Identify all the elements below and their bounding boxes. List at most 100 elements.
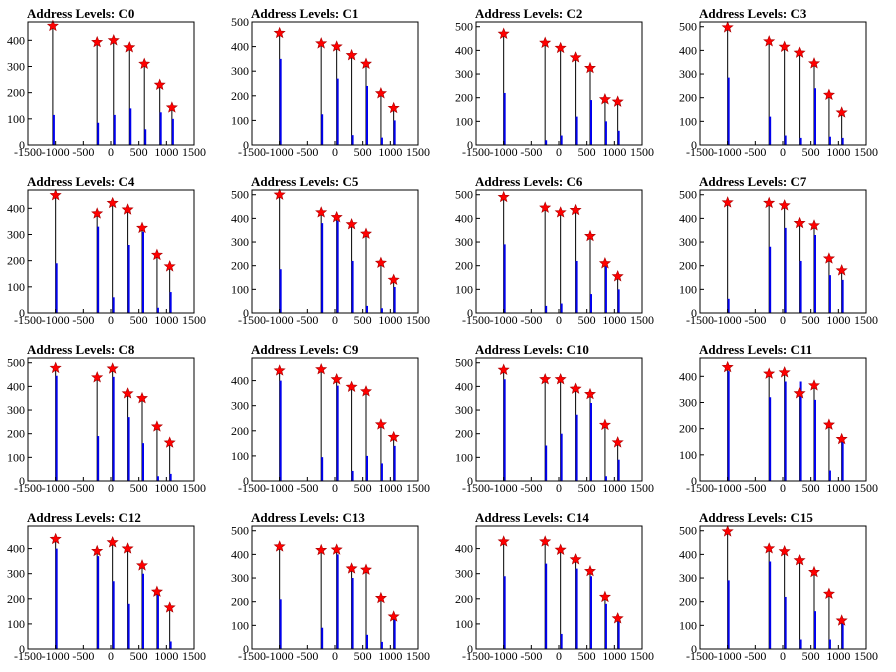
peak-marker bbox=[598, 590, 611, 603]
peak-marker bbox=[387, 430, 400, 443]
x-tick-label: 1500 bbox=[630, 145, 654, 159]
x-tick-label: 1000 bbox=[826, 145, 850, 159]
peak-marker bbox=[554, 41, 567, 54]
peak-marker bbox=[315, 543, 328, 556]
peak-marker bbox=[778, 544, 791, 557]
chart-svg: 0 100 200 300 400 -1500 -1000 -500 0 500 1000 1500 bbox=[231, 357, 430, 495]
y-tick-label: 400 bbox=[455, 542, 473, 556]
x-tick-label: -1000 bbox=[490, 313, 518, 327]
peak-marker bbox=[121, 203, 134, 215]
x-tick-label: -500 bbox=[744, 145, 766, 159]
y-tick-label: 300 bbox=[7, 59, 25, 73]
x-tick-label: 0 bbox=[780, 145, 786, 159]
chart-title: Address Levels: C13 bbox=[251, 510, 365, 525]
peak-marker bbox=[107, 33, 120, 46]
y-tick-label: 400 bbox=[455, 211, 473, 225]
x-tick-label: -500 bbox=[520, 481, 542, 495]
peak-marker bbox=[150, 585, 163, 597]
peak-marker bbox=[497, 190, 510, 203]
peak-marker bbox=[554, 206, 567, 218]
plot-frame bbox=[699, 525, 867, 650]
y-tick-label: 200 bbox=[231, 595, 249, 609]
peak-marker bbox=[121, 387, 134, 399]
y-tick-label: 100 bbox=[231, 618, 249, 632]
peak-marker bbox=[374, 591, 387, 604]
y-tick-label: 500 bbox=[231, 15, 249, 29]
y-tick-label: 400 bbox=[231, 211, 249, 225]
chart-title: Address Levels: C0 bbox=[27, 6, 135, 21]
x-tick-label: -1500 bbox=[686, 481, 714, 495]
x-tick-label: 1500 bbox=[630, 649, 654, 663]
peak-marker bbox=[49, 188, 62, 201]
x-tick-label: -1500 bbox=[462, 649, 490, 663]
y-tick-label: 200 bbox=[7, 427, 25, 441]
chart-svg: 0 100 200 300 400 500 -1500 -1000 -500 0 500 1000 15… bbox=[455, 356, 654, 495]
chart-panel: 0 100 200 300 400 500 -1500 -1000 -500 0 500 1000 15… bbox=[448, 0, 672, 168]
y-tick-label: 0 bbox=[691, 474, 697, 488]
plot-frame bbox=[475, 357, 643, 482]
y-tick-label: 200 bbox=[679, 595, 697, 609]
peak-marker bbox=[121, 542, 134, 554]
chart-title: Address Levels: C5 bbox=[251, 174, 359, 189]
peak-marker bbox=[315, 37, 328, 49]
y-tick-label: 100 bbox=[231, 113, 249, 127]
y-tick-label: 200 bbox=[679, 422, 697, 436]
peak-marker bbox=[387, 101, 400, 114]
peak-marker bbox=[778, 40, 791, 52]
y-tick-label: 400 bbox=[679, 43, 697, 57]
x-tick-label: 1500 bbox=[406, 649, 430, 663]
y-tick-label: 500 bbox=[679, 188, 697, 202]
peak-marker bbox=[360, 385, 372, 397]
x-tick-label: -500 bbox=[520, 313, 542, 327]
x-tick-label: 1000 bbox=[154, 145, 178, 159]
y-tick-label: 300 bbox=[231, 399, 249, 413]
chart-title: Address Levels: C9 bbox=[251, 342, 359, 357]
x-tick-label: -1500 bbox=[14, 481, 42, 495]
x-tick-label: 1500 bbox=[406, 145, 430, 159]
plot-frame bbox=[251, 21, 419, 146]
x-tick-label: 1500 bbox=[406, 481, 430, 495]
x-tick-label: -500 bbox=[296, 481, 318, 495]
x-tick-label: 0 bbox=[556, 145, 562, 159]
x-tick-label: -1500 bbox=[462, 481, 490, 495]
x-tick-label: -1000 bbox=[42, 313, 70, 327]
peak-marker bbox=[778, 199, 791, 211]
peak-marker bbox=[273, 364, 286, 376]
peak-marker bbox=[345, 217, 358, 230]
chart-title: Address Levels: C4 bbox=[27, 174, 135, 189]
x-tick-label: 1000 bbox=[378, 145, 402, 159]
peak-marker bbox=[808, 219, 820, 231]
peak-marker bbox=[569, 203, 582, 216]
y-tick-label: 100 bbox=[455, 450, 473, 464]
x-tick-label: -1000 bbox=[714, 481, 742, 495]
x-tick-label: 500 bbox=[802, 649, 820, 663]
y-tick-label: 200 bbox=[455, 592, 473, 606]
peak-marker bbox=[808, 57, 820, 69]
x-tick-label: -1000 bbox=[266, 481, 294, 495]
peak-marker bbox=[539, 201, 552, 213]
x-tick-label: -1500 bbox=[238, 649, 266, 663]
y-tick-label: 100 bbox=[679, 114, 697, 128]
chart-title: Address Levels: C3 bbox=[699, 6, 807, 21]
peak-marker bbox=[49, 532, 62, 545]
peak-marker bbox=[273, 26, 286, 39]
peak-marker bbox=[835, 106, 848, 118]
x-tick-label: 500 bbox=[802, 481, 820, 495]
peak-marker bbox=[808, 379, 820, 391]
y-tick-label: 200 bbox=[679, 91, 697, 105]
peak-marker bbox=[360, 57, 372, 69]
x-tick-label: 500 bbox=[354, 481, 372, 495]
y-tick-label: 500 bbox=[679, 524, 697, 538]
y-tick-label: 100 bbox=[7, 617, 25, 631]
peak-marker bbox=[793, 553, 806, 566]
peak-marker bbox=[497, 363, 510, 375]
x-tick-label: -1500 bbox=[14, 313, 42, 327]
x-tick-label: 1000 bbox=[602, 649, 626, 663]
y-tick-label: 500 bbox=[679, 20, 697, 34]
peak-marker bbox=[611, 269, 624, 282]
peak-marker bbox=[721, 21, 734, 33]
y-tick-label: 200 bbox=[455, 427, 473, 441]
peak-marker bbox=[138, 57, 151, 69]
peak-marker bbox=[539, 36, 552, 48]
chart-panel: 0 100 200 300 400 500 -1500 -1000 -500 0 500 1000 15… bbox=[224, 168, 448, 336]
